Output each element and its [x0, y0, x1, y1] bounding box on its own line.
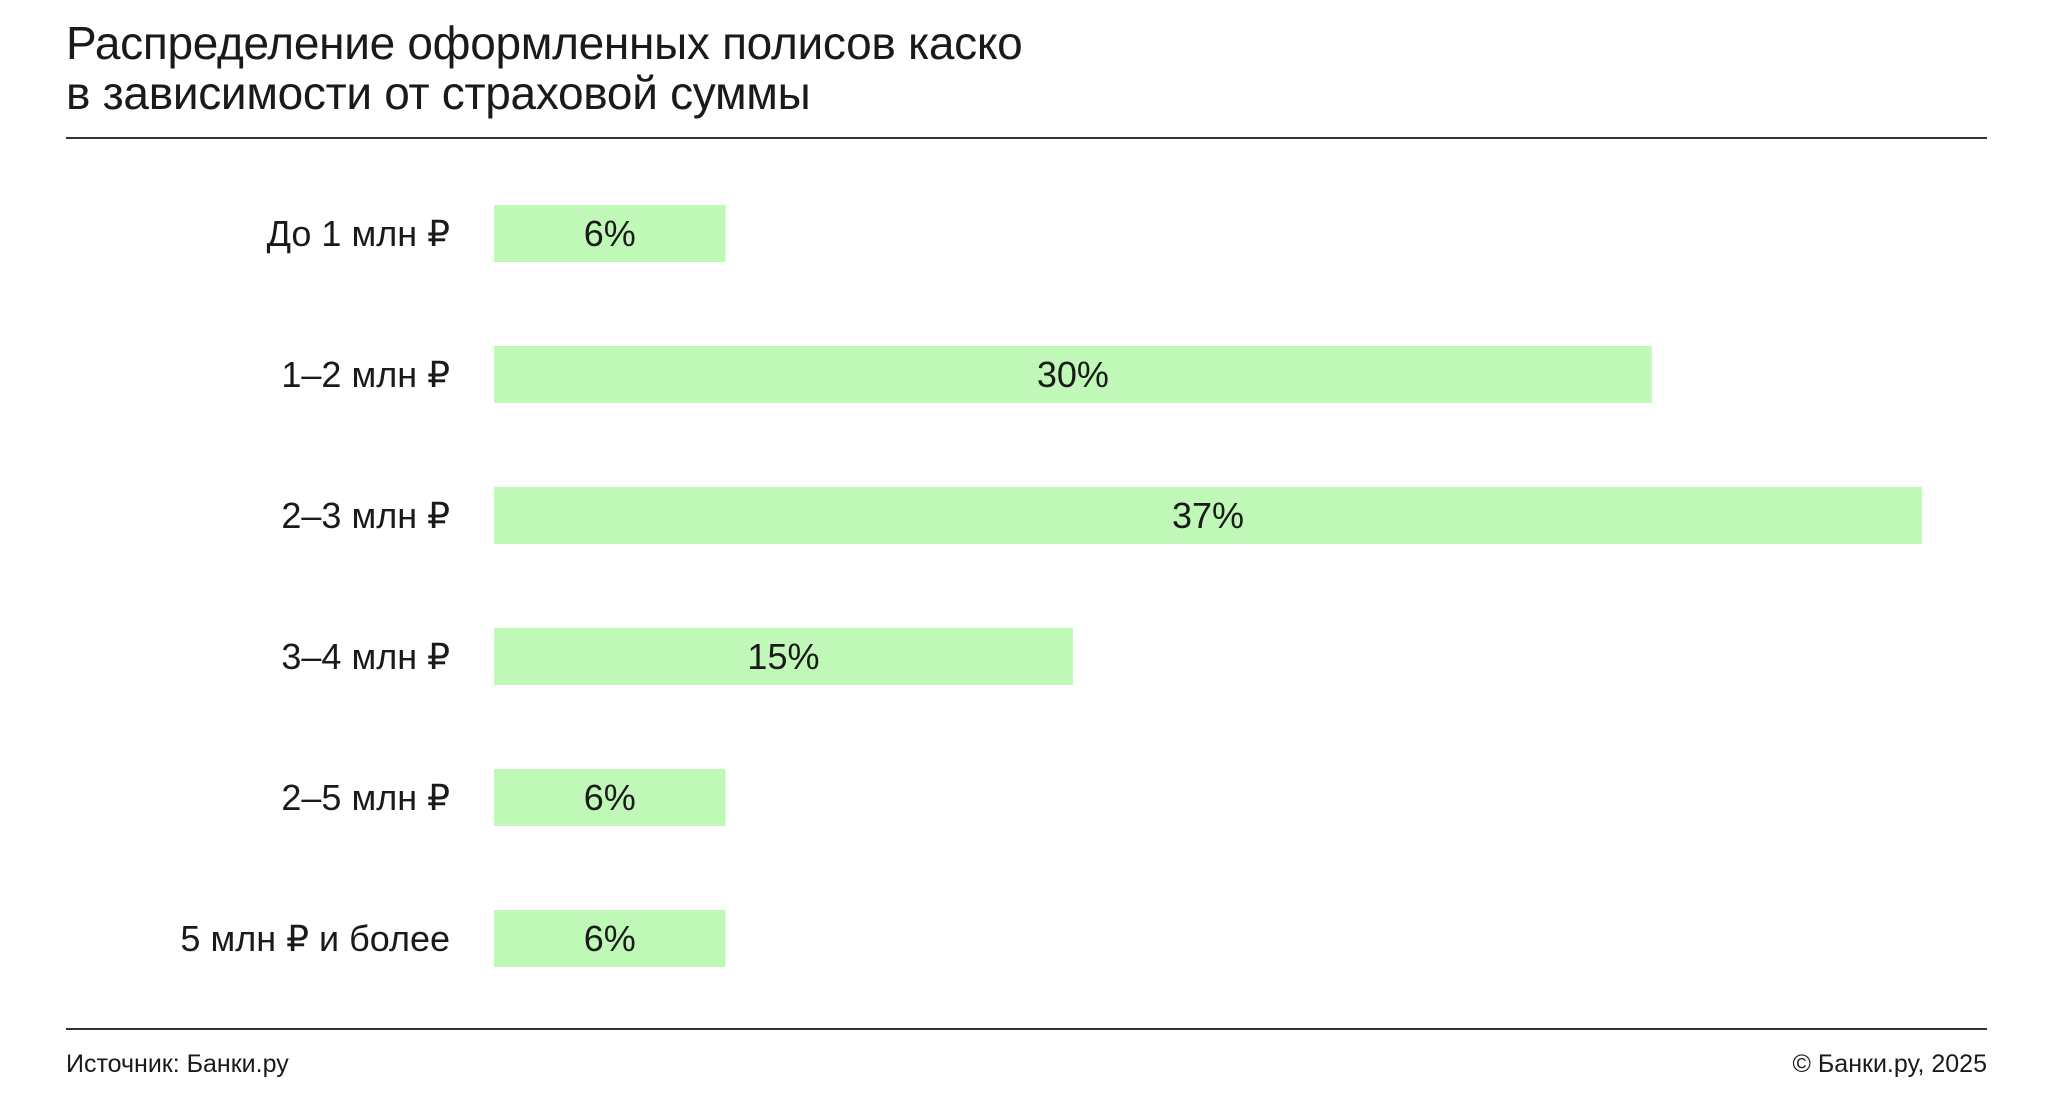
value-label: 6% [584, 213, 636, 254]
copyright-note: © Банки.ру, 2025 [1792, 1050, 1987, 1078]
value-label: 6% [584, 777, 636, 818]
category-label: До 1 млн ₽ [267, 213, 450, 254]
chart-title-line-2: в зависимости от страховой суммы [66, 67, 811, 119]
value-label: 6% [584, 918, 636, 959]
bar-row: 2–5 млн ₽ 6% [281, 769, 726, 826]
category-label: 1–2 млн ₽ [281, 354, 450, 395]
value-label: 37% [1172, 495, 1244, 536]
bar [494, 628, 1073, 685]
bar [494, 346, 1652, 403]
bar-row: 2–3 млн ₽ 37% [281, 487, 1922, 544]
value-label: 15% [747, 636, 819, 677]
category-label: 3–4 млн ₽ [281, 636, 450, 677]
bar-row: 3–4 млн ₽ 15% [281, 628, 1073, 685]
top-divider [66, 137, 1987, 139]
bottom-divider [66, 1028, 1987, 1030]
value-label: 30% [1037, 354, 1109, 395]
category-label: 5 млн ₽ и более [180, 918, 450, 959]
bar [494, 487, 1922, 544]
bar [494, 910, 726, 967]
category-label: 2–5 млн ₽ [281, 777, 450, 818]
chart-title: Распределение оформленных полисов каско … [66, 18, 1366, 118]
chart-title-line-1: Распределение оформленных полисов каско [66, 17, 1023, 69]
bar [494, 769, 726, 826]
bar-row: До 1 млн ₽ 6% [267, 205, 726, 262]
bar-row: 5 млн ₽ и более 6% [180, 910, 726, 967]
source-note: Источник: Банки.ру [66, 1050, 289, 1078]
bar [494, 205, 726, 262]
bar-row: 1–2 млн ₽ 30% [281, 346, 1652, 403]
category-label: 2–3 млн ₽ [281, 495, 450, 536]
